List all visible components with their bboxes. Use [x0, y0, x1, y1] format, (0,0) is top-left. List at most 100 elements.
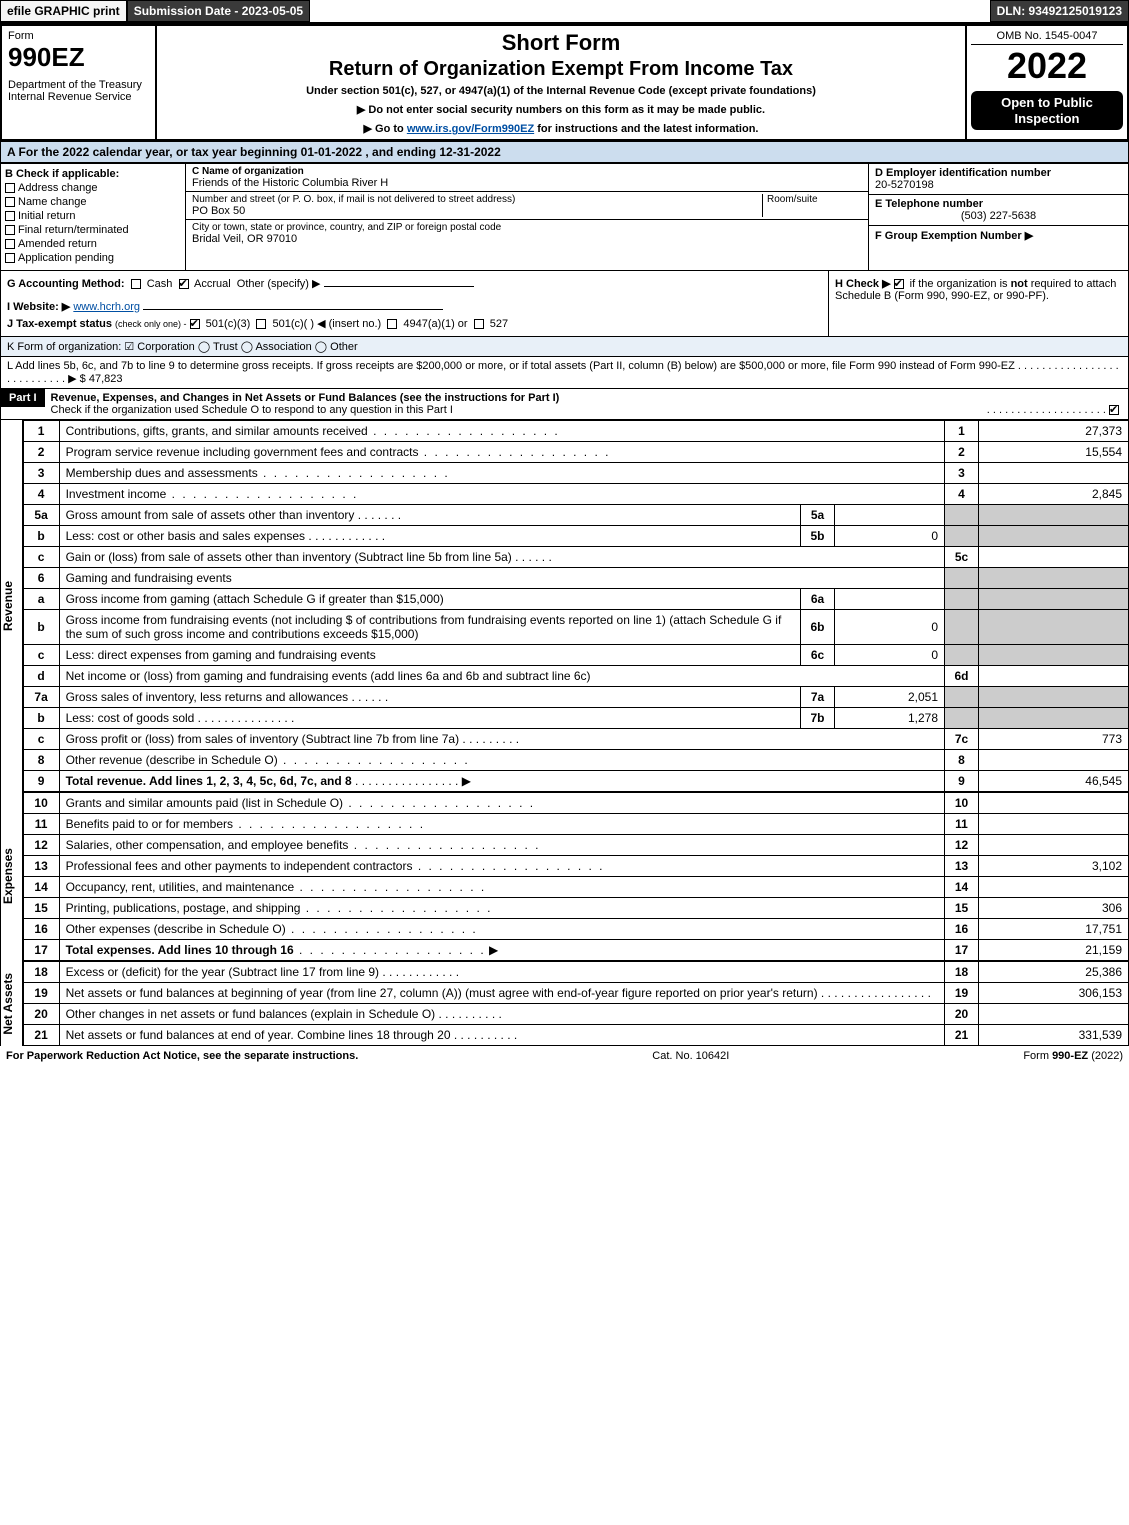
l7a-num: 7a [23, 687, 59, 708]
section-g-through-j: G Accounting Method: Cash Accrual Other … [0, 271, 1129, 337]
website-link[interactable]: www.hcrh.org [73, 301, 140, 313]
row-a-tax-year: A For the 2022 calendar year, or tax yea… [0, 141, 1129, 163]
l19-desc: Net assets or fund balances at beginning… [66, 986, 818, 1000]
chk-initial-return-label: Initial return [18, 210, 75, 222]
l3-rnum: 3 [945, 463, 979, 484]
chk-527[interactable] [474, 319, 484, 329]
l15-val: 306 [979, 898, 1129, 919]
dept-label: Department of the Treasury Internal Reve… [8, 79, 149, 103]
l9-arrow: ▶ [462, 774, 471, 788]
l19-rnum: 19 [945, 983, 979, 1004]
l6a-num: a [23, 589, 59, 610]
l7a-desc: Gross sales of inventory, less returns a… [66, 690, 349, 704]
chk-final-return-label: Final return/terminated [18, 224, 129, 236]
line-17: 17Total expenses. Add lines 10 through 1… [23, 940, 1128, 961]
l5b-desc: Less: cost or other basis and sales expe… [66, 529, 305, 543]
chk-cash[interactable] [131, 279, 141, 289]
chk-part1[interactable] [1109, 405, 1119, 415]
g-label: G Accounting Method: [7, 278, 125, 290]
room-suite-label: Room/suite [762, 194, 862, 217]
row-h: H Check ▶ if the organization is not req… [828, 271, 1128, 336]
l6c-sv: 0 [835, 645, 945, 666]
part1-check-icon: . . . . . . . . . . . . . . . . . . . . [987, 404, 1122, 416]
line-13: 13Professional fees and other payments t… [23, 856, 1128, 877]
title-short-form: Short Form [165, 30, 957, 56]
line-7c: cGross profit or (loss) from sales of in… [23, 729, 1128, 750]
chk-name-change[interactable]: Name change [5, 196, 181, 208]
phone-value: (503) 227-5638 [875, 210, 1122, 222]
l6-num: 6 [23, 568, 59, 589]
tax-year: 2022 [971, 45, 1123, 87]
l2-desc: Program service revenue including govern… [66, 445, 419, 459]
l19-val: 306,153 [979, 983, 1129, 1004]
submission-date: Submission Date - 2023-05-05 [127, 0, 310, 22]
col-c-through-f: C Name of organization Friends of the Hi… [186, 164, 1128, 270]
note-ssn: ▶ Do not enter social security numbers o… [165, 103, 957, 116]
l6d-desc: Net income or (loss) from gaming and fun… [59, 666, 944, 687]
l16-rnum: 16 [945, 919, 979, 940]
l18-rnum: 18 [945, 962, 979, 983]
city-value: Bridal Veil, OR 97010 [192, 233, 862, 245]
l5b-grey1 [945, 526, 979, 547]
l4-num: 4 [23, 484, 59, 505]
l20-desc: Other changes in net assets or fund bala… [66, 1007, 436, 1021]
l3-num: 3 [23, 463, 59, 484]
row-j: J Tax-exempt status (check only one) - 5… [7, 317, 822, 330]
l21-val: 331,539 [979, 1025, 1129, 1046]
part1-title-text: Revenue, Expenses, and Changes in Net As… [51, 392, 560, 404]
line-14: 14Occupancy, rent, utilities, and mainte… [23, 877, 1128, 898]
l1-desc: Contributions, gifts, grants, and simila… [66, 424, 368, 438]
header-left: Form 990EZ Department of the Treasury In… [2, 26, 157, 139]
chk-amended-return[interactable]: Amended return [5, 238, 181, 250]
title-return: Return of Organization Exempt From Incom… [165, 58, 957, 81]
chk-501c3[interactable] [190, 319, 200, 329]
l16-desc: Other expenses (describe in Schedule O) [66, 922, 286, 936]
l7a-sn: 7a [801, 687, 835, 708]
line-21: 21Net assets or fund balances at end of … [23, 1025, 1128, 1046]
line-3: 3Membership dues and assessments3 [23, 463, 1128, 484]
l3-val [979, 463, 1129, 484]
l6d-num: d [23, 666, 59, 687]
irs-link[interactable]: www.irs.gov/Form990EZ [407, 123, 534, 135]
chk-h[interactable] [894, 279, 904, 289]
l12-val [979, 835, 1129, 856]
l8-num: 8 [23, 750, 59, 771]
chk-address-change[interactable]: Address change [5, 182, 181, 194]
l10-desc: Grants and similar amounts paid (list in… [66, 796, 343, 810]
g-cash-label: Cash [147, 278, 173, 290]
l6c-grey1 [945, 645, 979, 666]
g-other-input[interactable] [324, 286, 474, 287]
l17-val: 21,159 [979, 940, 1129, 961]
h-not: not [1011, 278, 1028, 290]
line-6b: bGross income from fundraising events (n… [23, 610, 1128, 645]
l5a-sn: 5a [801, 505, 835, 526]
chk-final-return[interactable]: Final return/terminated [5, 224, 181, 236]
expenses-section: Expenses 10Grants and similar amounts pa… [0, 792, 1129, 961]
chk-4947[interactable] [387, 319, 397, 329]
l6b-desc: Gross income from fundraising events (no… [59, 610, 800, 645]
l7a-grey1 [945, 687, 979, 708]
efile-print-button[interactable]: efile GRAPHIC print [0, 0, 127, 22]
l13-val: 3,102 [979, 856, 1129, 877]
l6d-val [979, 666, 1129, 687]
chk-amended-return-label: Amended return [18, 238, 97, 250]
gh-left: G Accounting Method: Cash Accrual Other … [1, 271, 828, 336]
part1-badge: Part I [1, 389, 45, 407]
l5b-sv: 0 [835, 526, 945, 547]
l7c-rnum: 7c [945, 729, 979, 750]
group-exemption-row: F Group Exemption Number ▶ [869, 226, 1128, 245]
l8-val [979, 750, 1129, 771]
chk-accrual[interactable] [179, 279, 189, 289]
l5b-sn: 5b [801, 526, 835, 547]
footer: For Paperwork Reduction Act Notice, see … [0, 1046, 1129, 1066]
chk-name-change-label: Name change [18, 196, 87, 208]
l14-num: 14 [23, 877, 59, 898]
chk-501c[interactable] [256, 319, 266, 329]
ein-value: 20-5270198 [875, 179, 1122, 191]
header: Form 990EZ Department of the Treasury In… [0, 24, 1129, 141]
line-10: 10Grants and similar amounts paid (list … [23, 793, 1128, 814]
chk-application-pending[interactable]: Application pending [5, 252, 181, 264]
line-6c: cLess: direct expenses from gaming and f… [23, 645, 1128, 666]
chk-initial-return[interactable]: Initial return [5, 210, 181, 222]
netassets-label-col: Net Assets [1, 961, 23, 1046]
